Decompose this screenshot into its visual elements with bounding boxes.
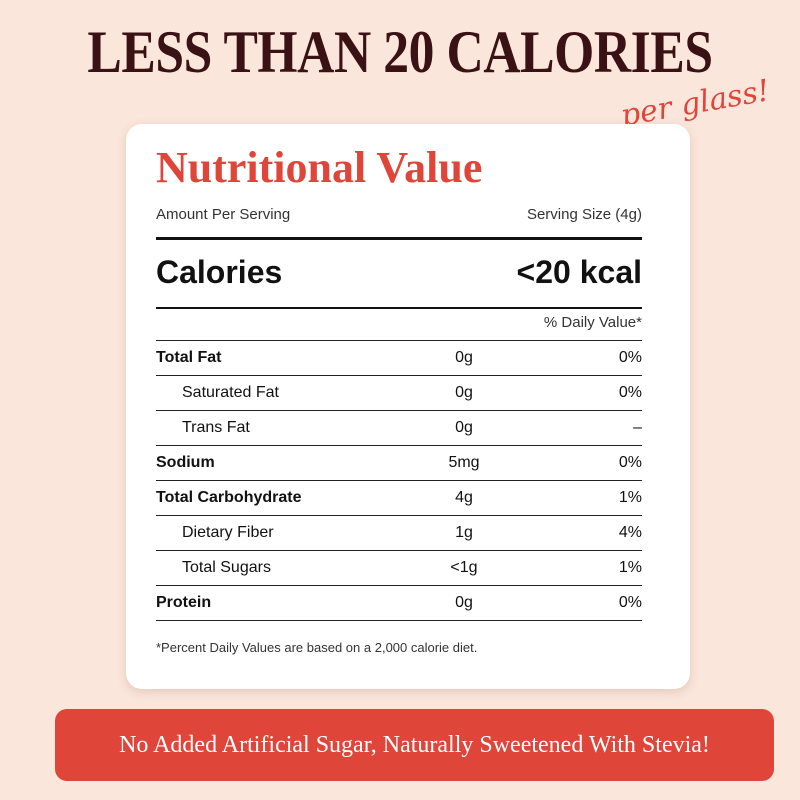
nutrient-label: Trans Fat bbox=[182, 419, 250, 436]
nutrient-row-total-sugars: Total Sugars <1g 1% bbox=[156, 550, 642, 585]
nutrient-label: Saturated Fat bbox=[182, 384, 279, 401]
nutrient-daily-value: 0% bbox=[618, 349, 642, 366]
nutrient-amount: 5mg bbox=[448, 454, 480, 471]
calories-value: <20 kcal bbox=[516, 254, 642, 290]
nutrient-label: Dietary Fiber bbox=[182, 524, 274, 541]
divider-thick bbox=[156, 237, 642, 240]
nutrient-amount: <1g bbox=[450, 559, 478, 576]
nutrient-row-sodium: Sodium 5mg 0% bbox=[156, 445, 642, 480]
nutrient-amount: 0g bbox=[455, 349, 473, 366]
nutrient-row-protein: Protein 0g 0% bbox=[156, 585, 642, 621]
nutrient-row-total-carbohydrate: Total Carbohydrate 4g 1% bbox=[156, 480, 642, 515]
nutrient-amount: 0g bbox=[455, 384, 473, 401]
nutrient-daily-value: 4% bbox=[618, 524, 642, 541]
nutrient-row-saturated-fat: Saturated Fat 0g 0% bbox=[156, 375, 642, 410]
nutrient-row-total-fat: Total Fat 0g 0% bbox=[156, 340, 642, 375]
calories-label: Calories bbox=[156, 254, 283, 290]
nutrient-label: Total Carbohydrate bbox=[156, 489, 302, 506]
nutrient-label: Sodium bbox=[156, 454, 215, 471]
serving-meta: Amount Per Serving Serving Size (4g) bbox=[156, 206, 642, 223]
nutrient-daily-value: 1% bbox=[618, 489, 642, 506]
daily-value-header: % Daily Value* bbox=[543, 314, 642, 331]
nutrient-daily-value: 1% bbox=[618, 559, 642, 576]
nutrient-row-trans-fat: Trans Fat 0g – bbox=[156, 410, 642, 445]
nutrition-card: Nutritional Value Amount Per Serving Ser… bbox=[126, 124, 690, 689]
calories-row: Calories <20 kcal bbox=[156, 254, 642, 291]
nutrient-daily-value: 0% bbox=[618, 594, 642, 611]
card-title: Nutritional Value bbox=[156, 143, 483, 192]
divider-medium bbox=[156, 307, 642, 309]
nutrient-amount: 0g bbox=[455, 419, 473, 436]
nutrient-amount: 1g bbox=[455, 524, 473, 541]
nutrient-daily-value: 0% bbox=[618, 384, 642, 401]
serving-size: Serving Size (4g) bbox=[526, 206, 642, 223]
nutrient-amount: 0g bbox=[455, 594, 473, 611]
nutrient-daily-value: – bbox=[633, 419, 642, 436]
stevia-banner: No Added Artificial Sugar, Naturally Swe… bbox=[55, 709, 774, 781]
nutrient-label: Total Sugars bbox=[182, 559, 271, 576]
banner-text: No Added Artificial Sugar, Naturally Swe… bbox=[119, 731, 710, 758]
headline: LESS THAN 20 CALORIES bbox=[87, 19, 713, 85]
nutrient-amount: 4g bbox=[455, 489, 473, 506]
nutrient-table: Total Fat 0g 0% Saturated Fat 0g 0% Tran… bbox=[156, 340, 642, 621]
nutrient-row-dietary-fiber: Dietary Fiber 1g 4% bbox=[156, 515, 642, 550]
nutrient-label: Protein bbox=[156, 594, 212, 611]
nutrient-label: Total Fat bbox=[156, 349, 222, 366]
nutrient-daily-value: 0% bbox=[618, 454, 642, 471]
footnote: *Percent Daily Values are based on a 2,0… bbox=[156, 640, 478, 655]
amount-per-serving: Amount Per Serving bbox=[156, 206, 291, 223]
